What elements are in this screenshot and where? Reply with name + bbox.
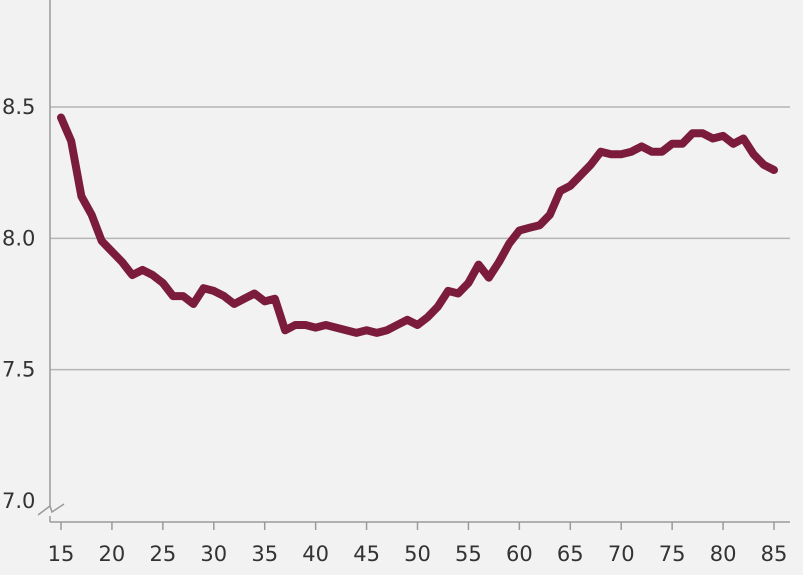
x-tick-label-75: 75 bbox=[659, 542, 686, 566]
x-tick-label-85: 85 bbox=[761, 542, 788, 566]
y-tick-label-7-0: 7.0 bbox=[2, 489, 35, 513]
x-tick-label-80: 80 bbox=[710, 542, 737, 566]
x-tick-label-20: 20 bbox=[99, 542, 126, 566]
y-tick-label-8-5: 8.5 bbox=[2, 95, 35, 119]
series-line-0 bbox=[57, 113, 778, 337]
gridlines bbox=[50, 106, 790, 371]
x-tick-label-25: 25 bbox=[149, 542, 176, 566]
x-tick-label-45: 45 bbox=[353, 542, 380, 566]
x-tick-label-55: 55 bbox=[455, 542, 482, 566]
x-tick-label-70: 70 bbox=[608, 542, 635, 566]
x-tick-label-30: 30 bbox=[200, 542, 227, 566]
axes bbox=[37, 0, 790, 530]
x-tick-label-15: 15 bbox=[48, 542, 75, 566]
y-tick-label-7-5: 7.5 bbox=[2, 358, 35, 382]
x-tick-label-65: 65 bbox=[557, 542, 584, 566]
x-tick-label-35: 35 bbox=[251, 542, 278, 566]
x-tick-label-40: 40 bbox=[302, 542, 329, 566]
tick-labels: 15 20 25 30 35 40 45 50 55 60 65 70 75 80 85 7.0 7.5 8.0 8… bbox=[2, 95, 787, 566]
y-tick-label-8-0: 8.0 bbox=[2, 226, 35, 250]
x-tick-label-60: 60 bbox=[506, 542, 533, 566]
axis-break-marker bbox=[37, 503, 65, 516]
x-tick-label-50: 50 bbox=[404, 542, 431, 566]
series-layer bbox=[57, 113, 778, 337]
